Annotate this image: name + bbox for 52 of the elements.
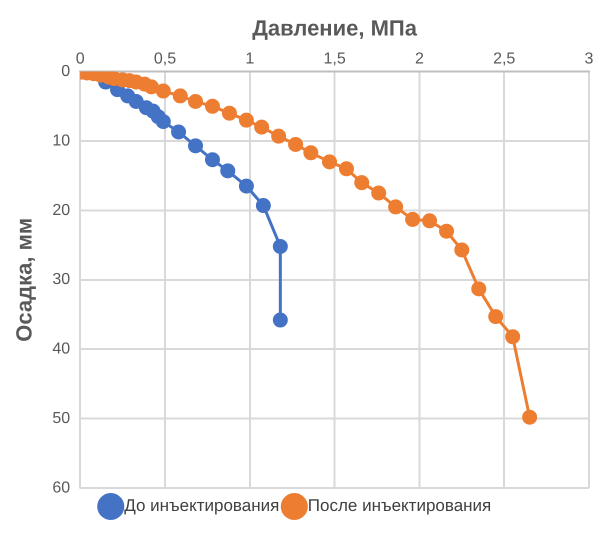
x-tick-label: 1: [245, 50, 254, 68]
point: [272, 312, 288, 328]
point: [222, 106, 237, 121]
point: [204, 98, 220, 114]
point: [505, 329, 520, 344]
point: [422, 213, 438, 228]
point: [388, 199, 404, 214]
x-tick-label: 3: [584, 50, 594, 68]
point: [271, 128, 286, 144]
x-tick-label: 0: [76, 50, 85, 68]
x-tick-label: 2: [414, 50, 424, 68]
point: [272, 238, 288, 254]
point: [454, 242, 470, 258]
point: [288, 136, 304, 152]
point: [338, 161, 354, 176]
point: [238, 112, 254, 128]
x-axis-title: Давление, МПа: [252, 15, 418, 40]
y-axis-title: Осадка, мм: [11, 218, 36, 342]
point: [156, 84, 171, 99]
point: [371, 186, 386, 201]
point: [322, 154, 338, 170]
y-tick-label: 50: [52, 410, 70, 428]
x-tick-label: 0,5: [154, 50, 176, 68]
x-tick-label: 1,5: [323, 50, 346, 68]
y-tick-label: 0: [61, 63, 70, 80]
y-tick-label: 40: [52, 340, 70, 358]
legend-label: После инъектирования: [308, 496, 492, 516]
point: [171, 124, 186, 140]
point: [488, 309, 504, 324]
point: [439, 224, 454, 239]
point: [256, 198, 271, 214]
point: [204, 152, 220, 168]
point: [220, 163, 236, 178]
point: [188, 94, 204, 109]
point: [172, 88, 188, 104]
y-tick-label: 20: [52, 202, 70, 219]
point: [254, 120, 270, 135]
point: [188, 138, 204, 154]
point: [156, 114, 171, 130]
y-tick-label: 10: [52, 132, 70, 150]
point: [471, 281, 486, 296]
point: [238, 178, 254, 194]
point: [128, 94, 144, 109]
y-tick-label: 30: [52, 271, 70, 288]
point: [144, 79, 159, 94]
x-tick-label: 2,5: [493, 50, 516, 68]
point: [522, 410, 538, 425]
point: [354, 175, 370, 190]
y-tick-label: 60: [52, 479, 70, 496]
point: [405, 212, 420, 227]
legend-label: До инъектирования: [124, 496, 280, 516]
point: [303, 145, 318, 160]
